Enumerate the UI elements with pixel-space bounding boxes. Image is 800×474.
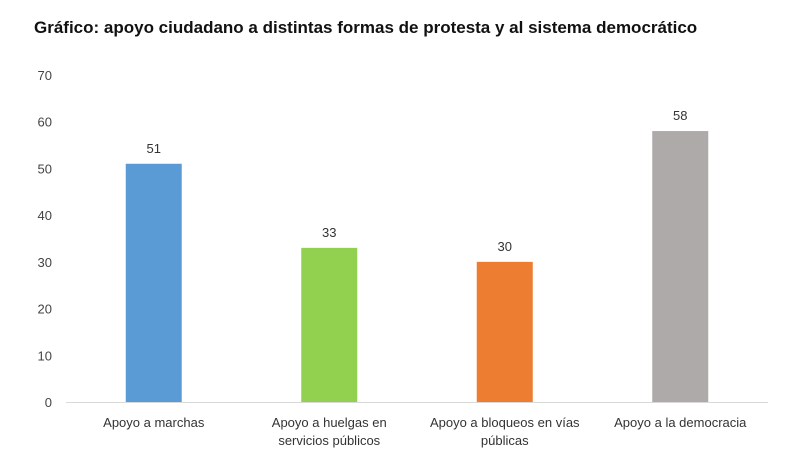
y-tick-label: 70 (38, 68, 52, 83)
x-tick-label: Apoyo a bloqueos en vías (430, 415, 580, 430)
x-tick-label: servicios públicos (278, 433, 380, 448)
chart-title: Gráfico: apoyo ciudadano a distintas for… (34, 18, 698, 37)
y-tick-label: 10 (38, 348, 52, 363)
data-label: 58 (673, 108, 687, 123)
y-tick-label: 30 (38, 255, 52, 270)
data-label: 30 (498, 239, 512, 254)
x-tick-label: Apoyo a la democracia (614, 415, 747, 430)
bar (125, 163, 182, 402)
y-tick-label: 60 (38, 115, 52, 130)
y-tick-label: 20 (38, 302, 52, 317)
x-tick-label: públicas (481, 433, 529, 448)
x-axis: Apoyo a marchas Apoyo a huelgas en servici… (66, 402, 768, 448)
y-axis: 0 10 20 30 40 50 60 70 (38, 68, 52, 410)
y-tick-label: 50 (38, 161, 52, 176)
data-label: 51 (147, 141, 161, 156)
y-tick-label: 40 (38, 208, 52, 223)
data-label: 33 (322, 225, 336, 240)
x-tick-label: Apoyo a huelgas en (272, 415, 387, 430)
bar (476, 261, 533, 402)
y-tick-label: 0 (45, 395, 52, 410)
bar (301, 247, 358, 402)
x-tick-label: Apoyo a marchas (103, 415, 205, 430)
bar (652, 131, 709, 403)
data-labels: 51 33 30 58 (147, 108, 688, 254)
bars (125, 131, 709, 403)
